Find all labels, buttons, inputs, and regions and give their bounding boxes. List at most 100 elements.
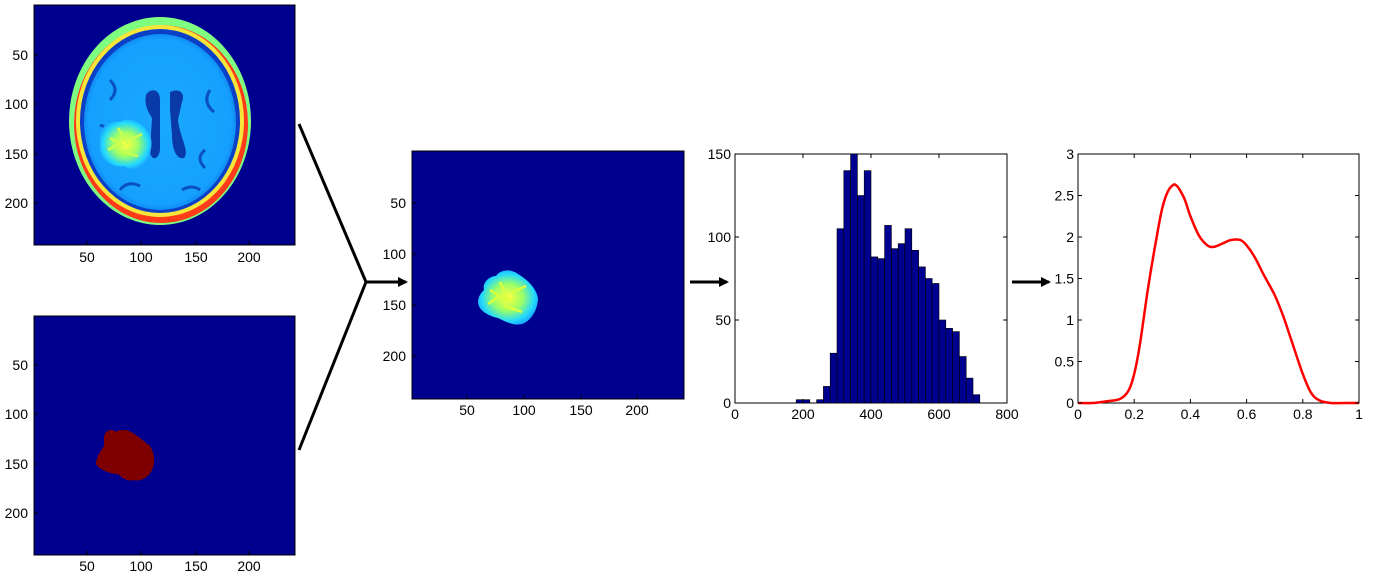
density-ytick-label: 0 (1066, 395, 1074, 411)
histogram-bar (816, 399, 824, 404)
mask-yticks: 50 100 150 200 (5, 357, 38, 521)
roi-xticks: 50 100 150 200 (459, 395, 649, 418)
mask-ytick-label: 50 (12, 357, 28, 373)
density-xtick-label: 1 (1355, 406, 1363, 422)
density-xtick-label: 0.8 (1293, 406, 1313, 422)
density-chart: 0 0.2 0.4 0.6 0.8 1 0 0.5 1 1.5 2 2.5 3 (1055, 146, 1364, 422)
mri-ytick-label: 100 (5, 96, 29, 112)
mask-ytick-label: 150 (5, 456, 29, 472)
right-ventricle (170, 90, 186, 159)
merge-line-top (297, 123, 368, 283)
mask-ytick-label: 100 (5, 406, 29, 422)
mri-xtick-label: 50 (79, 249, 95, 265)
histogram-axes: 0 200 400 600 800 0 50 100 150 (708, 146, 1019, 422)
mask-xtick-label: 50 (79, 558, 95, 574)
roi-ytick-label: 50 (390, 195, 406, 211)
tumor-texture (107, 127, 143, 158)
histogram-bar (877, 258, 885, 404)
histogram-bar (918, 266, 926, 404)
histogram-bar (931, 283, 940, 404)
histogram-bar (911, 249, 919, 404)
histogram-bar (802, 399, 811, 404)
density-xtick-label: 0 (1074, 406, 1082, 422)
histogram-bar (952, 331, 960, 404)
mri-ytick-label: 150 (5, 146, 29, 162)
tumor-mask (96, 430, 155, 481)
roi-ytick-label: 150 (383, 297, 407, 313)
mask-xticks: 50 100 150 200 (79, 551, 261, 574)
mri-xtick-label: 200 (237, 249, 261, 265)
density-ytick-label: 1.5 (1055, 271, 1075, 287)
histogram-xtick-label: 600 (927, 406, 951, 422)
histogram-bars (795, 153, 981, 404)
density-ytick-label: 2.5 (1055, 188, 1075, 204)
roi-xtick-label: 150 (569, 402, 593, 418)
histogram-bar (857, 195, 865, 404)
histogram-bar (829, 352, 838, 404)
histogram-bar (965, 377, 974, 404)
density-ytick-label: 2 (1066, 229, 1074, 245)
histogram-bar (795, 399, 804, 404)
histogram-xtick-label: 200 (791, 406, 815, 422)
roi-tumor-texture (487, 281, 527, 314)
merge-connector (297, 123, 408, 451)
histogram-bar (972, 394, 981, 404)
mask-image-frame (33, 315, 296, 556)
histogram-bar (843, 170, 851, 404)
histogram-ytick-label: 0 (723, 395, 731, 411)
mask-xtick-label: 100 (129, 558, 153, 574)
mask-xtick-label: 150 (184, 558, 208, 574)
mask-image-panel: 50 100 150 200 50 100 150 200 (5, 315, 296, 574)
histogram-bar (884, 225, 892, 404)
roi-yticks: 50 100 150 200 (383, 195, 416, 364)
histogram-chart: 0 200 400 600 800 0 50 100 150 (708, 146, 1019, 422)
mri-xtick-label: 100 (129, 249, 153, 265)
density-axes: 0 0.2 0.4 0.6 0.8 1 0 0.5 1 1.5 2 2.5 3 (1055, 146, 1364, 422)
histogram-bar (823, 386, 831, 404)
density-xtick-label: 0.2 (1124, 406, 1144, 422)
histogram-bar (959, 356, 967, 404)
tumor-region (99, 119, 152, 169)
density-xtick-label: 0.4 (1181, 406, 1201, 422)
histogram-bar (863, 170, 872, 404)
histogram-bar (836, 228, 845, 404)
density-plot-area (1077, 153, 1360, 404)
density-ytick-label: 0.5 (1055, 354, 1075, 370)
roi-xtick-label: 50 (459, 402, 475, 418)
density-xtick-label: 0.6 (1237, 406, 1257, 422)
histogram-bar (938, 319, 947, 404)
histogram-ytick-label: 150 (708, 146, 732, 162)
mri-xticks: 50 100 150 200 (79, 241, 261, 265)
density-ytick-label: 3 (1066, 146, 1074, 162)
histogram-bar (897, 243, 906, 404)
mri-image-frame (33, 4, 296, 246)
sulci-lines (99, 78, 216, 192)
roi-xtick-label: 200 (625, 402, 649, 418)
mask-ytick-label: 200 (5, 505, 29, 521)
density-ytick-label: 1 (1066, 312, 1074, 328)
roi-image-frame (411, 150, 685, 400)
histogram-xtick-label: 0 (731, 406, 739, 422)
histogram-bar (945, 327, 953, 404)
roi-image-background (412, 151, 684, 399)
mask-image-background (34, 316, 295, 555)
histogram-bar (870, 256, 879, 404)
mri-ytick-label: 200 (5, 195, 29, 211)
histogram-ytick-label: 50 (715, 312, 731, 328)
roi-image-panel: 50 100 150 200 50 100 150 200 (383, 150, 685, 418)
mri-image-panel: 50 100 150 200 50 100 150 200 (5, 4, 296, 265)
mri-xtick-label: 150 (184, 249, 208, 265)
mri-yticks: 50 100 150 200 (5, 47, 38, 211)
histogram-ytick-label: 100 (708, 229, 732, 245)
mri-ytick-label: 50 (12, 47, 28, 63)
histogram-xtick-label: 400 (859, 406, 883, 422)
histogram-xtick-label: 800 (995, 406, 1019, 422)
histogram-bar (850, 153, 858, 404)
roi-xtick-label: 100 (512, 402, 536, 418)
roi-ytick-label: 100 (383, 246, 407, 262)
mask-xtick-label: 200 (237, 558, 261, 574)
histogram-bar (891, 248, 899, 404)
roi-ytick-label: 200 (383, 348, 407, 364)
left-ventricle (145, 90, 160, 159)
